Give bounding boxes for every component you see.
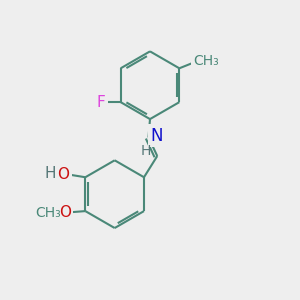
Text: CH₃: CH₃ [194,54,219,68]
Text: H: H [44,166,56,181]
Text: CH₃: CH₃ [36,206,61,220]
Text: H: H [140,144,151,158]
Text: N: N [151,127,163,145]
Text: O: O [58,167,70,182]
Text: F: F [97,95,105,110]
Text: O: O [59,205,71,220]
